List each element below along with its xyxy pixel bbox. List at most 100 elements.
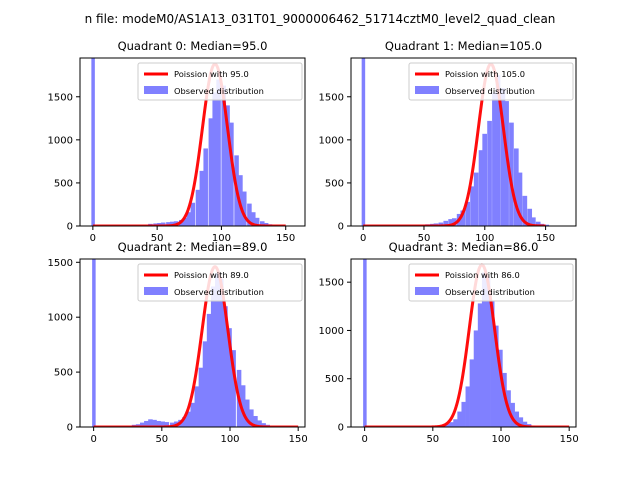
observed-bar bbox=[208, 118, 214, 226]
x-tick-label: 50 bbox=[151, 233, 164, 244]
observed-bar bbox=[216, 79, 221, 226]
observed-bar bbox=[140, 422, 145, 427]
observed-bar bbox=[473, 172, 479, 226]
quadrant-1-title: Quadrant 1: Median=105.0 bbox=[385, 39, 542, 53]
observed-bar bbox=[186, 411, 191, 427]
observed-bar bbox=[490, 301, 495, 427]
observed-bar bbox=[202, 341, 208, 427]
observed-bar bbox=[509, 122, 514, 226]
legend-box bbox=[408, 62, 574, 101]
observed-bar bbox=[481, 272, 487, 427]
observed-bar bbox=[482, 133, 488, 226]
observed-bar bbox=[449, 422, 454, 427]
legend-box bbox=[137, 263, 303, 302]
observed-bar bbox=[160, 421, 165, 427]
y-tick-label: 0 bbox=[67, 222, 73, 233]
axes-frame bbox=[79, 57, 306, 227]
observed-bar bbox=[212, 92, 217, 226]
observed-bar bbox=[470, 186, 475, 226]
x-tick-label: 150 bbox=[276, 233, 295, 244]
observed-bar bbox=[225, 105, 230, 226]
observed-bar bbox=[510, 402, 515, 427]
y-tick-label: 1500 bbox=[48, 92, 73, 103]
x-tick-label: 50 bbox=[418, 233, 431, 244]
poisson-curve bbox=[363, 62, 546, 226]
x-tick-label: 100 bbox=[491, 434, 510, 445]
observed-bar bbox=[194, 386, 200, 427]
observed-bar bbox=[453, 419, 458, 427]
legend-observed-label: Observed distribution bbox=[174, 287, 264, 297]
observed-bar bbox=[215, 273, 220, 427]
legend-observed-swatch bbox=[415, 287, 439, 295]
observed-bar bbox=[199, 170, 205, 226]
observed-bar bbox=[513, 148, 519, 226]
legend-observed-swatch bbox=[415, 86, 439, 94]
y-tick-label: 1000 bbox=[319, 326, 344, 337]
legend-poisson-label: Poission with 89.0 bbox=[174, 270, 249, 280]
y-tick-label: 1500 bbox=[48, 258, 73, 269]
observed-bar bbox=[517, 172, 523, 226]
observed-bar bbox=[164, 422, 170, 427]
plot-area bbox=[91, 58, 286, 226]
observed-bar bbox=[229, 122, 234, 226]
observed-bar bbox=[182, 417, 187, 427]
y-tick-label: 0 bbox=[67, 423, 73, 434]
observed-bar bbox=[144, 420, 149, 427]
legend-box bbox=[137, 62, 303, 101]
x-tick-label: 150 bbox=[560, 434, 579, 445]
quadrant-3-title: Quadrant 3: Median=86.0 bbox=[389, 240, 539, 254]
y-tick-label: 500 bbox=[325, 374, 344, 385]
observed-bar bbox=[170, 221, 175, 226]
legend-observed-label: Observed distribution bbox=[445, 86, 535, 96]
observed-bar bbox=[156, 420, 161, 427]
figure-title: n file: modeM0/AS1A13_031T01_9000006462_… bbox=[85, 12, 556, 26]
observed-bar bbox=[494, 325, 499, 427]
poisson-curve bbox=[92, 62, 286, 226]
legend-poisson-label: Poission with 86.0 bbox=[445, 270, 520, 280]
observed-bar bbox=[448, 219, 453, 226]
observed-bar bbox=[245, 399, 250, 427]
observed-bar bbox=[518, 417, 524, 427]
legend-observed-label: Observed distribution bbox=[174, 86, 264, 96]
observed-bar bbox=[148, 419, 153, 427]
observed-bar bbox=[190, 402, 195, 427]
observed-bar bbox=[487, 120, 492, 226]
legend-box bbox=[408, 263, 574, 302]
plot-area bbox=[92, 259, 299, 427]
observed-bar bbox=[465, 386, 470, 427]
observed-bar bbox=[251, 212, 256, 226]
axes-frame bbox=[350, 57, 577, 227]
observed-bar bbox=[514, 411, 520, 427]
observed-bar bbox=[261, 423, 266, 427]
legend-observed-swatch bbox=[144, 86, 168, 94]
observed-bar bbox=[221, 85, 226, 226]
observed-bar bbox=[535, 221, 541, 226]
observed-bar bbox=[478, 150, 484, 226]
legend-observed-label: Observed distribution bbox=[445, 287, 535, 297]
observed-bar bbox=[445, 424, 450, 427]
observed-bar bbox=[253, 416, 258, 427]
observed-bar bbox=[219, 278, 224, 427]
observed-bar-zero bbox=[92, 259, 96, 427]
observed-bar bbox=[438, 222, 444, 226]
observed-bar bbox=[242, 191, 247, 226]
x-tick-label: 50 bbox=[155, 434, 168, 445]
quadrant-2-title: Quadrant 2: Median=89.0 bbox=[118, 240, 268, 254]
observed-bar bbox=[495, 75, 501, 226]
x-tick-label: 50 bbox=[426, 434, 439, 445]
observed-bar bbox=[249, 409, 254, 427]
x-tick-label: 0 bbox=[90, 434, 96, 445]
y-tick-label: 500 bbox=[325, 178, 344, 189]
observed-bar bbox=[486, 277, 491, 427]
observed-bar bbox=[473, 330, 479, 427]
y-tick-label: 500 bbox=[54, 368, 73, 379]
observed-bar bbox=[190, 202, 196, 226]
x-tick-label: 150 bbox=[536, 233, 555, 244]
observed-bar bbox=[152, 419, 157, 427]
observed-bar bbox=[247, 203, 252, 226]
observed-bar bbox=[161, 222, 166, 226]
